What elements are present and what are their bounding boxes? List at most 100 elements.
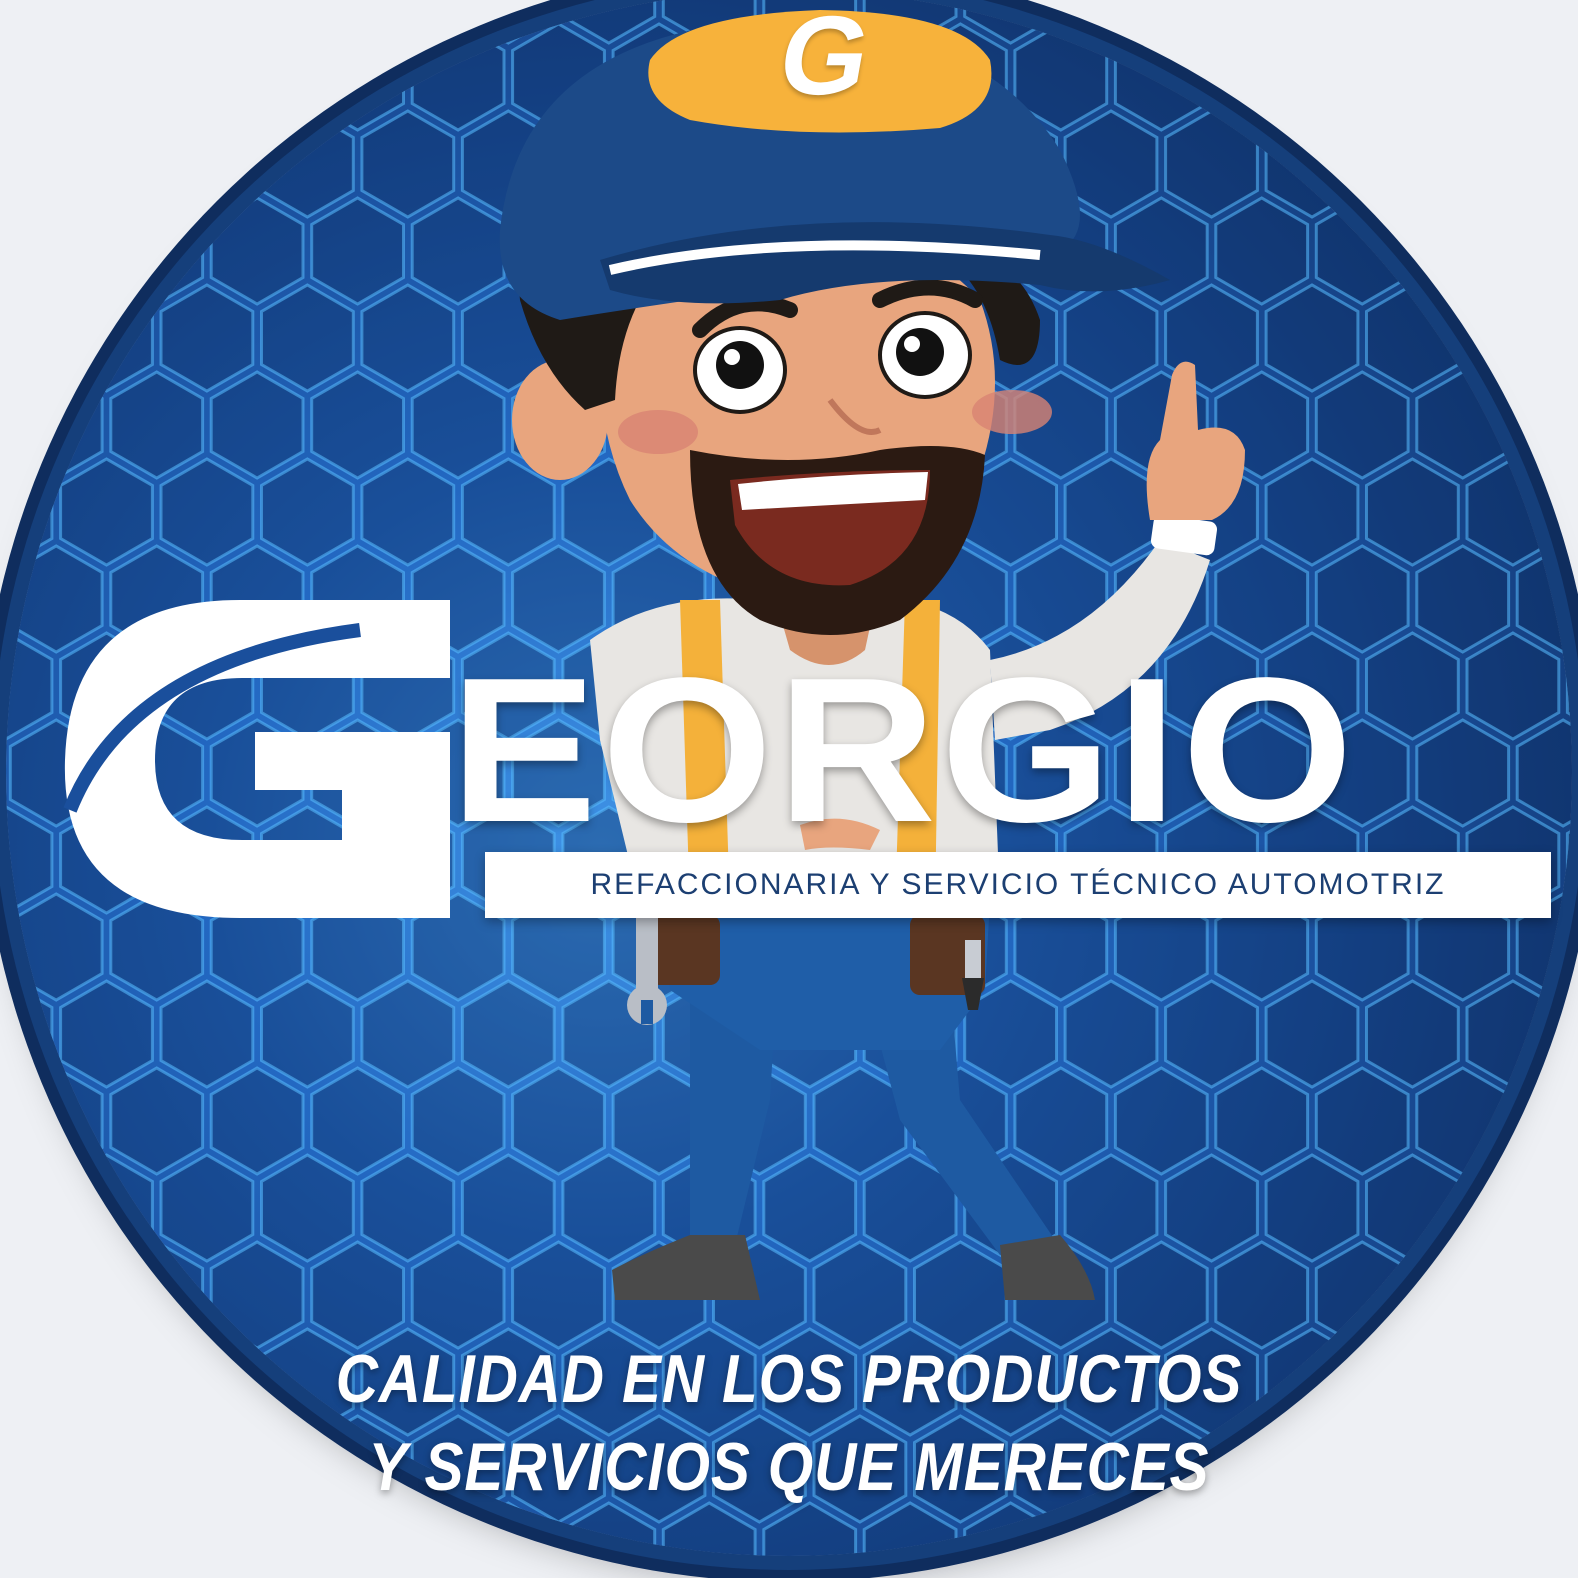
left-shoe	[612, 1235, 760, 1300]
hexagon-cell	[1214, 196, 1310, 306]
hexagon-cell	[6, 979, 54, 1089]
hexagon-cell	[1515, 22, 1572, 132]
hexagon-cell	[6, 631, 54, 741]
hexagon-cell	[59, 109, 154, 219]
resting-hand	[800, 818, 880, 850]
hexagon-cell	[1164, 1501, 1259, 1556]
hexagon-cell	[1415, 370, 1511, 480]
hexagon-cell	[59, 1327, 154, 1437]
hexagon-cell	[1565, 133, 1572, 195]
hexagon-cell	[6, 805, 54, 915]
hexagon-cell	[511, 1240, 606, 1350]
hexagon-cell	[762, 1153, 858, 1263]
hexagon-cell	[561, 1501, 657, 1556]
hexagon-cell	[1565, 1003, 1572, 1065]
hexagon-cell	[561, 0, 657, 45]
hexagon-cell	[1214, 544, 1310, 654]
hexagon-cell	[260, 109, 355, 219]
hexagon-cell	[1214, 22, 1310, 132]
hexagon-cell	[862, 1501, 958, 1556]
hexagon-cell	[8, 370, 104, 480]
hexagon-cell	[963, 1327, 1058, 1437]
hexagon-cell	[1515, 544, 1572, 654]
hexagon-cell	[260, 1501, 355, 1556]
hexagon-cell	[762, 1327, 858, 1437]
hexagon-cell	[159, 1327, 255, 1437]
left-strap	[680, 600, 730, 910]
hexagon-cell	[410, 1066, 506, 1176]
hexagon-cell	[109, 196, 205, 306]
brand-wordmark: EORGIO	[450, 635, 1358, 865]
hexagon-cell	[209, 22, 305, 132]
hexagon-cell	[6, 457, 54, 567]
hexagon-cell	[1264, 1153, 1360, 1263]
right-pupil	[896, 328, 944, 376]
hexagon-cell	[1314, 1240, 1410, 1350]
hexagon-cell	[460, 0, 556, 45]
wrench-icon	[627, 910, 667, 1025]
hexagon-cell	[1264, 631, 1360, 741]
hexagon-cell	[1465, 1153, 1561, 1263]
hexagon-cell	[1113, 1414, 1209, 1524]
hexagon-cell	[1264, 109, 1360, 219]
hexagon-cell	[1365, 1153, 1460, 1263]
hexagon-cell	[410, 1414, 506, 1524]
hexagon-cell	[260, 283, 355, 393]
raised-arm	[990, 540, 1210, 740]
hexagon-cell	[260, 979, 355, 1089]
hexagon-cell	[260, 1327, 355, 1437]
hexagon-cell	[460, 457, 556, 567]
hexagon-cell	[310, 1240, 405, 1350]
hexagon-cell	[360, 283, 456, 393]
hexagon-cell	[209, 1240, 305, 1350]
hexagon-cell	[1515, 892, 1572, 1002]
hexagon-cell	[1415, 196, 1511, 306]
hexagon-cell	[1515, 1066, 1572, 1176]
hexagon-cell	[159, 979, 255, 1089]
hexagon-cell	[1515, 370, 1572, 480]
hexagon-cell	[59, 1153, 154, 1263]
hexagon-cell	[410, 370, 506, 480]
hexagon-cell	[862, 1327, 958, 1437]
hexagon-cell	[6, 0, 54, 45]
hexagon-cell	[159, 0, 255, 45]
hexagon-cell	[511, 718, 606, 828]
hexagon-cell	[1565, 829, 1572, 891]
hexagon-cell	[1515, 196, 1572, 306]
right-strap	[895, 600, 940, 910]
hexagon-cell	[209, 1066, 305, 1176]
hexagon-cell	[1365, 979, 1460, 1089]
hexagon-cell	[1063, 1327, 1159, 1437]
hexagon-cell	[310, 196, 405, 306]
hexagon-cell	[1164, 0, 1259, 45]
hexagon-cell	[661, 1327, 757, 1437]
hexagon-cell	[712, 1414, 807, 1524]
right-eyebrow	[872, 279, 983, 308]
hexagon-cell	[1264, 283, 1360, 393]
left-eye-glint	[724, 349, 740, 365]
hexagon-cell	[59, 283, 154, 393]
hexagon-cell	[1515, 718, 1572, 828]
hexagon-cell	[812, 1066, 908, 1176]
overalls-bottom	[660, 900, 990, 1050]
hexagon-cell	[109, 370, 205, 480]
hexagon-cell	[109, 1066, 205, 1176]
hexagon-cell	[1415, 1414, 1511, 1524]
hexagon-cell	[1314, 718, 1410, 828]
hexagon-cell	[1113, 1066, 1209, 1176]
hexagon-cell	[1565, 1525, 1572, 1556]
hexagon-cell	[1365, 457, 1460, 567]
hexagon-cell	[862, 1153, 958, 1263]
hexagon-cell	[6, 1327, 54, 1437]
cuff	[1150, 514, 1218, 556]
hexagon-cell	[661, 1501, 757, 1556]
hexagon-cell	[209, 196, 305, 306]
hexagon-cell	[1465, 1327, 1561, 1437]
nose	[827, 398, 882, 435]
hexagon-cell	[360, 0, 456, 45]
hexagon-cell	[360, 979, 456, 1089]
hexagon-cell	[8, 22, 104, 132]
hexagon-cell	[1465, 283, 1561, 393]
slogan-line-1: CALIDAD EN LOS PRODUCTOS	[335, 1341, 1243, 1417]
